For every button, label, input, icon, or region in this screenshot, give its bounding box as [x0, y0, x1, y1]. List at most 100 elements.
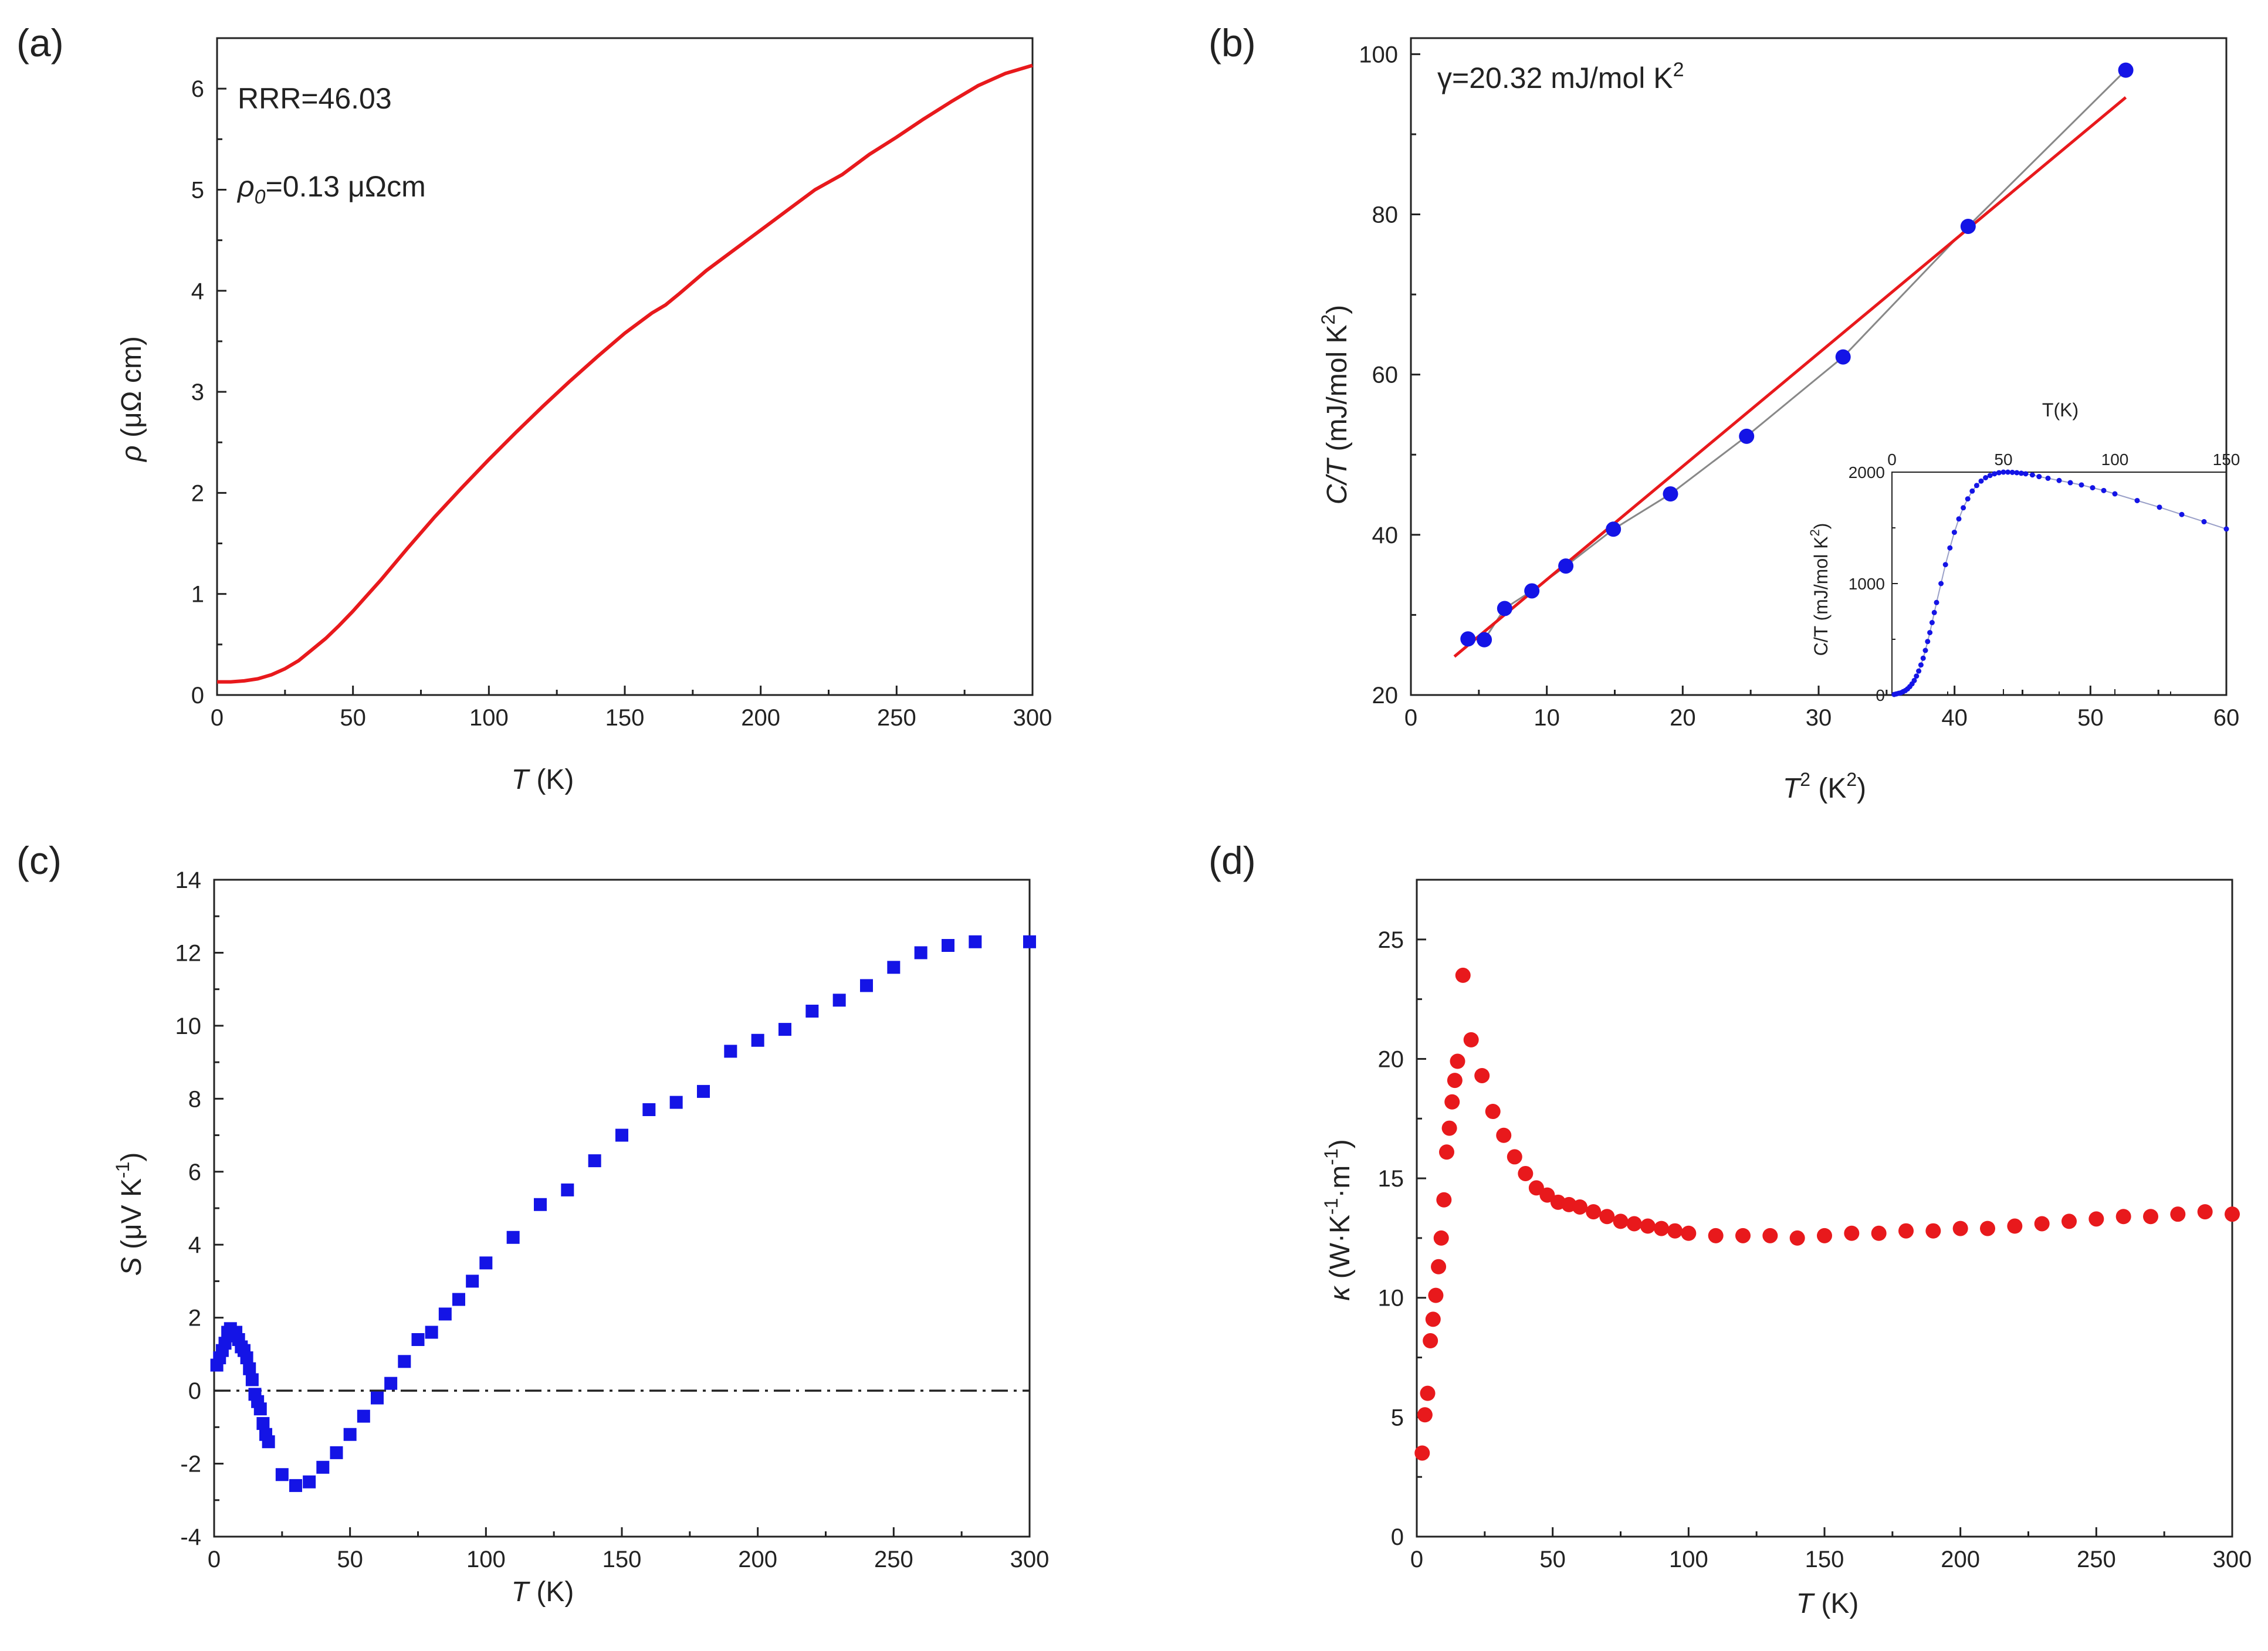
seebeck-data-point [466, 1274, 479, 1288]
kappa-data-point [1871, 1225, 1887, 1241]
inset-data-point [1938, 581, 1944, 587]
panel-b-letter: (b) [1209, 21, 1256, 65]
panel-c-xlabel: T (K) [512, 1577, 574, 1608]
inset-xtick-label: 50 [1994, 450, 2012, 469]
panel-a-ytick-label: 6 [191, 76, 204, 102]
inset-data-point [1934, 599, 1939, 605]
panel-d-letter: (d) [1209, 839, 1256, 882]
panel-d-ylabel-sup: -1 [1321, 1198, 1342, 1215]
seebeck-data-point [357, 1409, 370, 1423]
panel-c-ytick-label: 0 [188, 1378, 201, 1404]
panel-b-xtick-label: 20 [1670, 705, 1696, 731]
panel-b-xlabel-var: T [1783, 773, 1802, 804]
inset-data-point [1983, 475, 1989, 480]
panel-c-ytick-label: 2 [188, 1306, 201, 1331]
panel-a-ytick-label: 4 [191, 279, 204, 304]
panel-b-ylabel-end: ) [1322, 305, 1353, 314]
panel-c-frame [213, 879, 1031, 1538]
kappa-data-point [1613, 1213, 1629, 1229]
seebeck-data-point [240, 1351, 253, 1365]
seebeck-data-point [384, 1377, 398, 1390]
kappa-data-point [1654, 1221, 1669, 1236]
seebeck-data-point [452, 1293, 465, 1306]
seebeck-data-point [256, 1417, 270, 1430]
panel-c-ytick-label: 10 [175, 1013, 202, 1039]
panel-a-xlabel: T (K) [512, 764, 574, 795]
panel-c-ytick-label: 8 [188, 1086, 201, 1112]
panel-d: (d) 0 50 100 150 200 250 300 0 5 10 15 20 25 T (K) κ… [1209, 839, 2252, 1619]
ct-data-point [1835, 349, 1851, 365]
seebeck-data-point [724, 1045, 737, 1058]
inset-data-point [2101, 487, 2107, 493]
seebeck-data-point [398, 1355, 411, 1368]
panel-c-xtick-label: 150 [602, 1547, 642, 1572]
seebeck-data-point [316, 1460, 330, 1474]
panel-b-xlabel-unit: (K [1810, 773, 1846, 804]
panel-d-ytick-label: 0 [1391, 1524, 1404, 1550]
panel-a-ytick-label: 5 [191, 177, 204, 203]
kappa-data-point [1599, 1209, 1615, 1225]
panel-a-xtick-label: 100 [469, 705, 509, 731]
panel-c: (c) 0 50 100 150 200 250 300 -4 -2 0 2 4 6 8 10 12 14 T … [16, 839, 1049, 1608]
inset-data-point [1956, 516, 1962, 522]
kappa-data-point [1762, 1228, 1778, 1243]
kappa-data-point [2034, 1216, 2050, 1232]
seebeck-data-point [262, 1435, 275, 1449]
kappa-data-point [1952, 1221, 1968, 1236]
panel-c-ylabel-sup: -1 [112, 1162, 133, 1178]
ct-linear-fit [1453, 96, 2127, 658]
seebeck-data-point [275, 1468, 289, 1482]
panel-a-ytick-label: 2 [191, 480, 204, 506]
inset-ytick-label: 0 [1876, 686, 1885, 704]
inset-xtick-label: 150 [2213, 450, 2240, 469]
inset-data-point [1965, 496, 1971, 502]
panel-a-xtick-label: 300 [1013, 705, 1052, 731]
inset-xtick-label: 0 [1887, 450, 1897, 469]
panel-a-ylabel-unit: (μΩ cm) [116, 336, 147, 445]
kappa-data-point [1667, 1223, 1683, 1239]
panel-c-ylabel: S (μV K-1) [112, 1152, 147, 1276]
inset-data-point [1925, 639, 1931, 645]
inset-data-point [2014, 470, 2020, 476]
panel-c-ytick-label: 14 [175, 867, 202, 893]
panel-a-ytick-label: 3 [191, 379, 204, 405]
panel-d-xlabel-unit: (K) [1813, 1588, 1859, 1619]
panel-d-ytick-label: 5 [1391, 1405, 1404, 1430]
inset-data-point [1920, 655, 1926, 661]
kappa-data-point [1528, 1180, 1544, 1196]
panel-d-ylabel-var: κ [1325, 1285, 1356, 1301]
kappa-data-point [1425, 1311, 1441, 1327]
kappa-data-point [2143, 1209, 2158, 1225]
inset-data-point [2036, 474, 2042, 480]
inset-data-point [2179, 511, 2185, 517]
panel-c-ytick-label: 4 [188, 1232, 201, 1258]
panel-d-ytick-label: 10 [1378, 1286, 1404, 1311]
seebeck-data-point [1023, 935, 1036, 948]
seebeck-data-point [860, 979, 873, 992]
seebeck-data-point [942, 939, 954, 952]
ct-data-point [1663, 486, 1678, 502]
seebeck-data-point [914, 946, 927, 960]
kappa-data-point [1463, 1032, 1479, 1047]
panel-a-ytick-label: 0 [191, 683, 204, 708]
kappa-data-point [1485, 1104, 1501, 1120]
panel-a-axes: 0 50 100 150 200 250 300 0 1 2 3 4 5 6 [191, 37, 1052, 731]
panel-d-frame [1416, 879, 2233, 1538]
inset-data-point [1929, 620, 1935, 625]
inset-data-point [1911, 677, 1917, 683]
inset-data-point [1947, 545, 1953, 551]
seebeck-data-point [289, 1479, 302, 1492]
kappa-data-point [1572, 1199, 1587, 1215]
inset-data-point [2157, 504, 2162, 510]
inset-data-point [2056, 477, 2062, 483]
seebeck-data-point [561, 1183, 574, 1196]
panel-d-xtick-label: 50 [1539, 1547, 1566, 1572]
panel-b-ytick-label: 20 [1372, 683, 1399, 708]
panel-c-xtick-label: 50 [337, 1547, 363, 1572]
resistivity-curve [217, 63, 1033, 684]
panel-b-xlabel: T2 (K2) [1783, 769, 1866, 804]
seebeck-data-point [697, 1084, 710, 1098]
panel-d-xtick-label: 150 [1805, 1547, 1844, 1572]
kappa-data-point [2088, 1211, 2104, 1227]
